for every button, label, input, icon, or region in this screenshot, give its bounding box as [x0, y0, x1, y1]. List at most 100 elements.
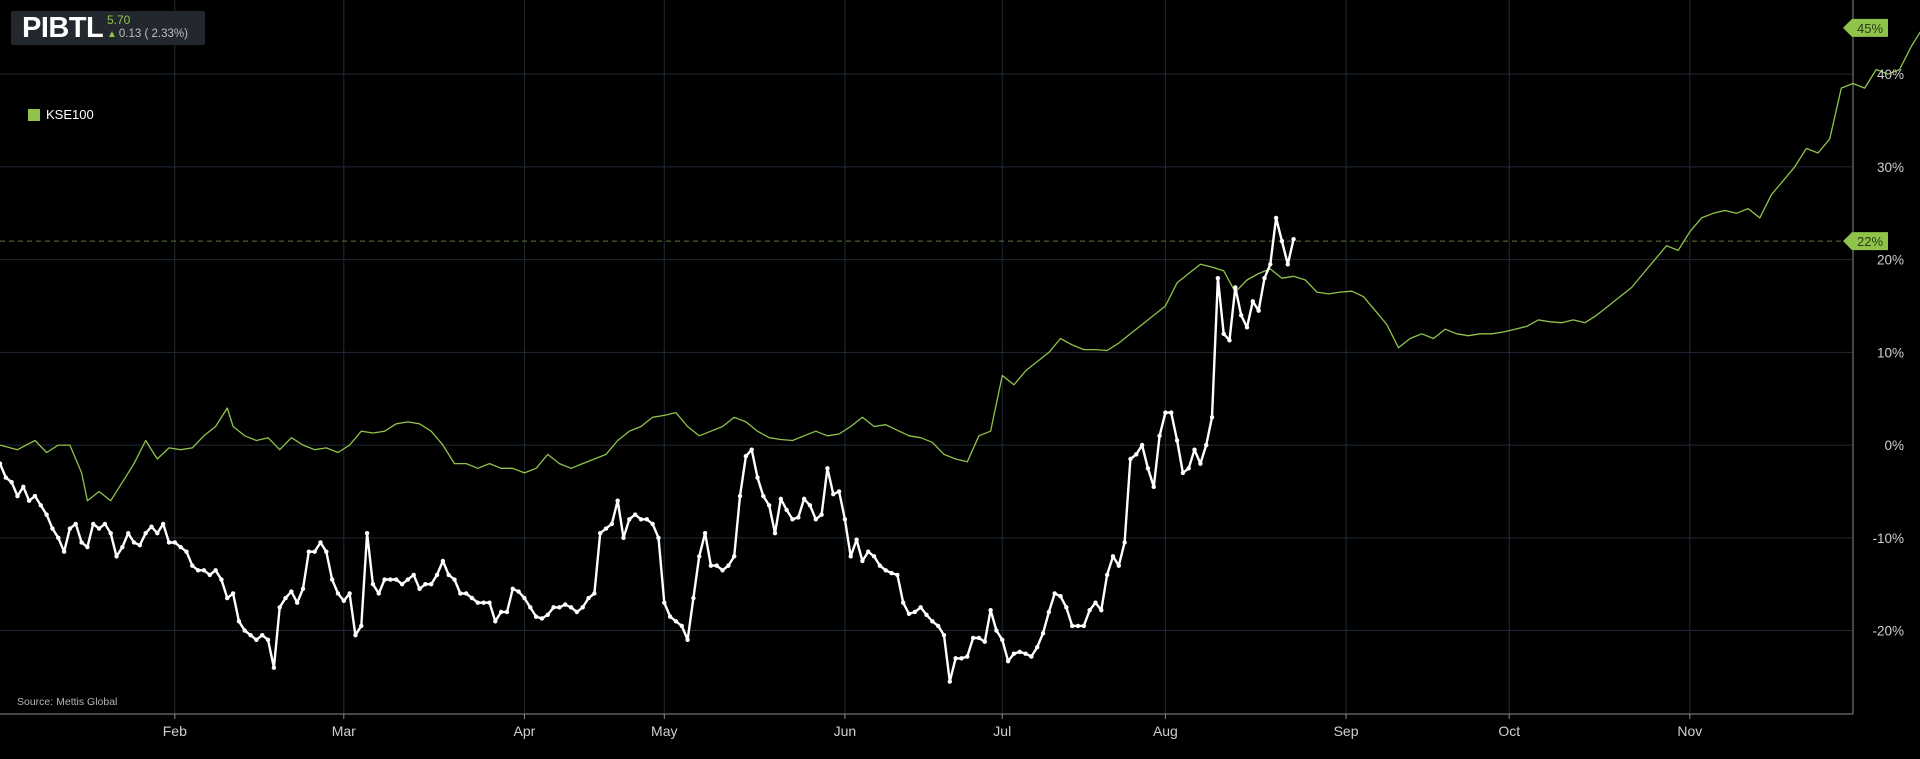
ticker-box: PIBTL 5.70 ▲ 0.13 ( 2.33%): [11, 11, 205, 45]
data-point: [44, 512, 49, 517]
data-point: [597, 530, 603, 536]
data-point: [1238, 313, 1244, 318]
data-point: [726, 563, 731, 568]
data-point: [1203, 442, 1209, 448]
data-point: [924, 612, 929, 617]
data-point: [1046, 609, 1052, 615]
data-point: [796, 515, 801, 520]
end-value-badge-shape: [1843, 18, 1888, 37]
data-point: [1000, 637, 1005, 643]
data-point: [405, 577, 411, 582]
y-tick-label: 30%: [1877, 160, 1904, 175]
x-tick-label: Mar: [332, 723, 356, 739]
data-point: [965, 654, 970, 659]
data-point: [1233, 285, 1238, 290]
data-point: [1291, 237, 1296, 242]
data-point: [1151, 484, 1156, 490]
data-point: [329, 577, 335, 582]
data-point: [1128, 456, 1133, 462]
data-point: [423, 581, 428, 587]
data-point: [918, 605, 923, 610]
data-point: [580, 605, 585, 610]
data-point: [644, 517, 650, 522]
data-point: [656, 535, 661, 541]
data-point: [900, 600, 906, 605]
reference-value-badge-shape: [1843, 232, 1888, 251]
data-point: [1145, 466, 1151, 471]
y-tick-label: 40%: [1877, 67, 1904, 82]
data-point: [108, 530, 113, 536]
data-point: [609, 521, 615, 527]
data-point: [446, 572, 451, 578]
legend[interactable]: KSE100: [28, 107, 94, 122]
data-point: [3, 475, 9, 480]
data-point: [1029, 654, 1034, 659]
data-point: [50, 526, 55, 531]
data-point: [1110, 554, 1116, 559]
data-point: [842, 517, 848, 522]
data-point: [685, 637, 690, 643]
y-tick-label: 20%: [1877, 253, 1904, 268]
data-point: [895, 572, 900, 578]
data-point: [56, 535, 61, 541]
data-point: [481, 600, 486, 605]
data-point: [522, 595, 527, 601]
data-point: [592, 591, 597, 596]
data-point: [493, 619, 498, 624]
end-value-badge: 45%: [1843, 18, 1888, 37]
x-tick-label: Nov: [1677, 723, 1702, 739]
data-point: [195, 568, 201, 573]
data-point: [568, 605, 574, 610]
data-point: [772, 530, 778, 536]
reference-value-badge-text: 22%: [1857, 234, 1883, 249]
data-point: [667, 614, 673, 619]
data-point: [510, 586, 515, 592]
data-point: [271, 665, 277, 670]
data-point: [603, 526, 609, 531]
source-note: Source: Mettis Global: [17, 696, 118, 708]
data-point: [353, 632, 358, 638]
data-point: [1244, 325, 1250, 330]
data-point: [551, 605, 556, 610]
data-point: [277, 605, 282, 610]
data-point: [848, 554, 853, 559]
data-point: [528, 605, 533, 610]
data-point: [382, 577, 387, 582]
data-point: [947, 679, 953, 684]
data-point: [260, 632, 265, 638]
ticker-change-value: 0.13 ( 2.33%): [118, 28, 188, 40]
series-line: [0, 31, 1920, 502]
data-point: [429, 581, 434, 587]
data-point: [1221, 331, 1226, 337]
reference-value-badge: 22%: [1843, 232, 1888, 251]
data-point: [417, 586, 422, 592]
data-point: [230, 591, 236, 596]
data-point: [1163, 410, 1168, 415]
data-point: [1285, 262, 1290, 267]
ticker-symbol: PIBTL: [22, 12, 104, 44]
data-point: [155, 530, 160, 536]
data-point: [970, 635, 976, 641]
data-point: [1011, 651, 1017, 656]
x-axis-labels: Feb Mar Apr May Jun Jul Aug Sep Oct Nov: [163, 723, 1703, 739]
data-point: [953, 656, 958, 661]
data-point: [732, 554, 737, 559]
data-point: [778, 496, 784, 502]
data-point: [761, 493, 766, 499]
data-point: [236, 619, 242, 624]
data-point: [790, 517, 795, 522]
data-point: [1058, 594, 1063, 599]
data-point: [1157, 433, 1162, 439]
data-point: [819, 512, 824, 517]
data-point: [335, 591, 341, 596]
data-point: [1122, 540, 1127, 545]
data-point: [1192, 447, 1197, 452]
x-tick-label: Sep: [1334, 723, 1359, 739]
data-point: [766, 503, 772, 508]
data-point: [300, 586, 306, 592]
data-point: [26, 498, 32, 503]
data-point: [504, 609, 510, 615]
data-point: [306, 549, 312, 554]
data-point: [1087, 607, 1092, 613]
data-point: [871, 554, 877, 559]
